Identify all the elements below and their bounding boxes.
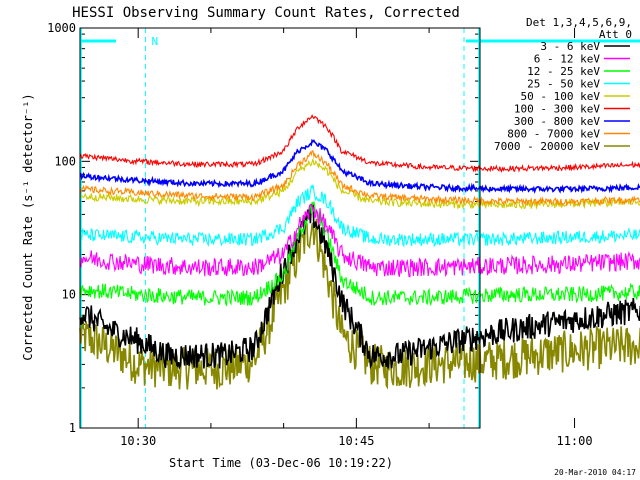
- legend-entry-label: 100 - 300 keV: [514, 103, 600, 116]
- y-tick-label: 1: [69, 421, 76, 435]
- y-tick-label: 1000: [47, 21, 76, 35]
- legend-entry-label: 7000 - 20000 keV: [494, 140, 600, 153]
- legend-header-attenuator: Att 0: [599, 28, 632, 41]
- series-line-100-300keV: [79, 113, 640, 173]
- legend-entry-label: 50 - 100 keV: [521, 90, 601, 103]
- y-tick-label: 10: [62, 288, 76, 302]
- series-line-12-25keV: [79, 200, 640, 307]
- series-line-300-800keV: [79, 138, 640, 195]
- series-line-25-50keV: [79, 184, 640, 248]
- legend-entry-label: 300 - 800 keV: [514, 115, 600, 128]
- legend-entry-label: 800 - 7000 keV: [507, 128, 600, 141]
- series-line-800-7000keV: [79, 150, 640, 207]
- x-tick-label: 10:45: [338, 434, 374, 448]
- legend-entry-label: 6 - 12 keV: [534, 53, 601, 66]
- chart-title: HESSI Observing Summary Count Rates, Cor…: [72, 5, 460, 21]
- x-tick-label: 11:00: [556, 434, 592, 448]
- night-marker: N: [151, 35, 158, 48]
- legend-entry-label: 12 - 25 keV: [527, 65, 600, 78]
- timestamp: 20-Mar-2010 04:17: [554, 468, 636, 477]
- y-axis-label: Corrected Count Rate (s⁻¹ detector⁻¹): [21, 93, 35, 360]
- legend-header-detectors: Det 1,3,4,5,6,9,: [526, 16, 632, 29]
- series-line-7000-20000keV: [79, 218, 640, 390]
- x-tick-label: 10:30: [120, 434, 156, 448]
- series-line-6-12keV: [79, 203, 640, 278]
- legend-entry-label: 3 - 6 keV: [540, 40, 600, 53]
- legend-entry-label: 25 - 50 keV: [527, 78, 600, 91]
- y-tick-label: 100: [54, 154, 76, 168]
- series-line-50-100keV: [79, 157, 640, 211]
- x-axis-label: Start Time (03-Dec-06 10:19:22): [169, 456, 393, 470]
- plot-frame: [79, 27, 481, 429]
